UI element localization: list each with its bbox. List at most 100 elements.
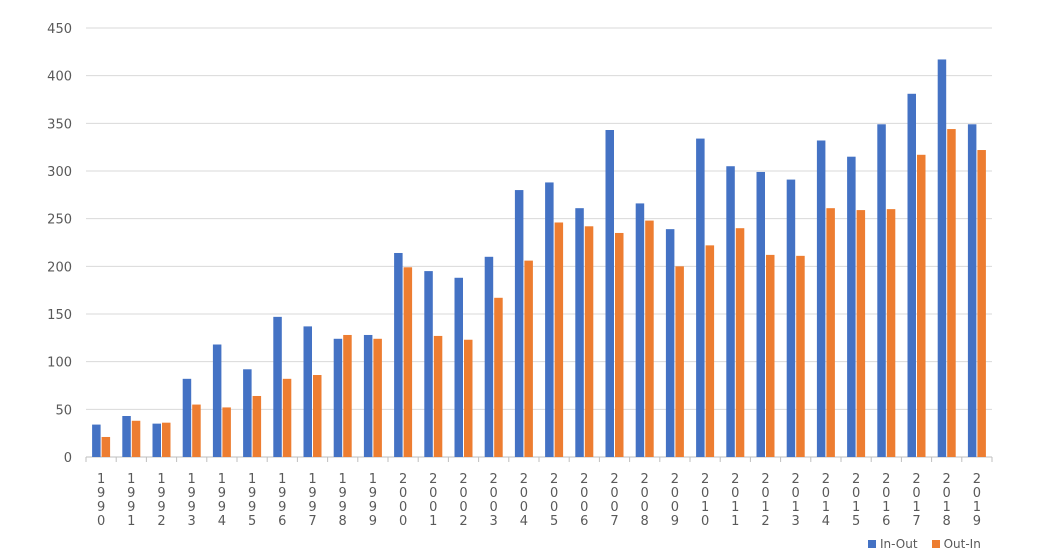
legend-swatch-out-in bbox=[931, 540, 940, 548]
legend-swatch-in-out bbox=[868, 540, 876, 548]
bar-in-out-2004 bbox=[514, 190, 524, 458]
bar-in-out-1990 bbox=[92, 424, 101, 457]
legend-label-in-out: In-Out bbox=[880, 537, 918, 551]
legend-item-out-in: Out-In bbox=[931, 537, 981, 551]
bar-out-in-1998 bbox=[343, 334, 352, 457]
bar-in-out-2001 bbox=[424, 271, 433, 457]
bar-in-out-2005 bbox=[545, 182, 554, 457]
bar-out-in-1994 bbox=[222, 407, 231, 457]
bar-in-out-1993 bbox=[182, 378, 192, 457]
bar-in-out-2015 bbox=[847, 156, 856, 457]
bar-out-in-2010 bbox=[705, 245, 715, 457]
y-tick-label: 50 bbox=[55, 403, 72, 418]
bar-out-in-2008 bbox=[645, 220, 654, 457]
legend-label-out-in: Out-In bbox=[943, 537, 981, 551]
bar-out-in-1990 bbox=[101, 436, 111, 457]
bar-in-out-2016 bbox=[877, 124, 886, 457]
bar-in-out-1999 bbox=[363, 334, 373, 457]
bar-in-out-1998 bbox=[333, 338, 343, 457]
legend: In-Out Out-In bbox=[868, 537, 981, 551]
bar-out-in-2004 bbox=[524, 260, 533, 457]
bar-out-in-2006 bbox=[584, 226, 594, 457]
y-tick-label: 100 bbox=[47, 356, 72, 371]
bar-in-out-1994 bbox=[212, 344, 222, 457]
y-tick-label: 0 bbox=[64, 451, 72, 466]
bar-in-out-1992 bbox=[152, 423, 161, 457]
y-tick-label: 400 bbox=[47, 70, 72, 85]
bar-out-in-2005 bbox=[554, 222, 564, 457]
bar-in-out-1995 bbox=[243, 369, 252, 457]
bar-in-out-1996 bbox=[273, 316, 282, 457]
bar-out-in-2007 bbox=[615, 232, 624, 457]
bar-in-out-2007 bbox=[605, 130, 614, 458]
bar-in-out-2000 bbox=[394, 252, 403, 457]
y-tick-label: 450 bbox=[47, 22, 72, 37]
bar-in-out-2019 bbox=[967, 124, 977, 457]
y-tick-label: 150 bbox=[47, 308, 72, 323]
bar-out-in-2001 bbox=[433, 335, 443, 457]
bar-in-out-1997 bbox=[303, 326, 312, 457]
bar-out-in-1995 bbox=[252, 395, 262, 457]
bar-out-in-2014 bbox=[826, 208, 835, 457]
y-tick-label: 200 bbox=[47, 260, 72, 275]
bar-in-out-2008 bbox=[635, 203, 645, 457]
bar-out-in-1991 bbox=[131, 420, 141, 457]
bar-out-in-2011 bbox=[735, 228, 745, 457]
bar-out-in-1999 bbox=[373, 338, 382, 457]
bar-out-in-1997 bbox=[313, 375, 322, 457]
bar-out-in-2013 bbox=[796, 255, 805, 457]
bar-out-in-1992 bbox=[162, 422, 171, 457]
y-tick-label: 350 bbox=[47, 117, 72, 132]
bar-out-in-2015 bbox=[856, 210, 866, 457]
y-tick-label: 300 bbox=[47, 165, 72, 180]
bar-in-out-2003 bbox=[484, 256, 494, 457]
bar-in-out-2014 bbox=[816, 140, 826, 457]
bar-out-in-2018 bbox=[947, 129, 956, 457]
bar-in-out-2017 bbox=[907, 93, 916, 457]
bar-in-out-2002 bbox=[454, 277, 463, 457]
bar-out-in-1993 bbox=[192, 404, 201, 457]
bar-out-in-2003 bbox=[494, 297, 503, 457]
bar-out-in-2016 bbox=[886, 209, 896, 457]
bar-in-out-1991 bbox=[122, 416, 131, 457]
bar-out-in-2009 bbox=[675, 266, 684, 457]
bar-out-in-1996 bbox=[282, 378, 292, 457]
bar-in-out-2012 bbox=[756, 171, 765, 457]
bar-out-in-2012 bbox=[766, 254, 775, 457]
bar-in-out-2009 bbox=[665, 229, 675, 457]
legend-item-in-out: In-Out bbox=[868, 537, 918, 551]
bar-in-out-2010 bbox=[696, 138, 705, 457]
